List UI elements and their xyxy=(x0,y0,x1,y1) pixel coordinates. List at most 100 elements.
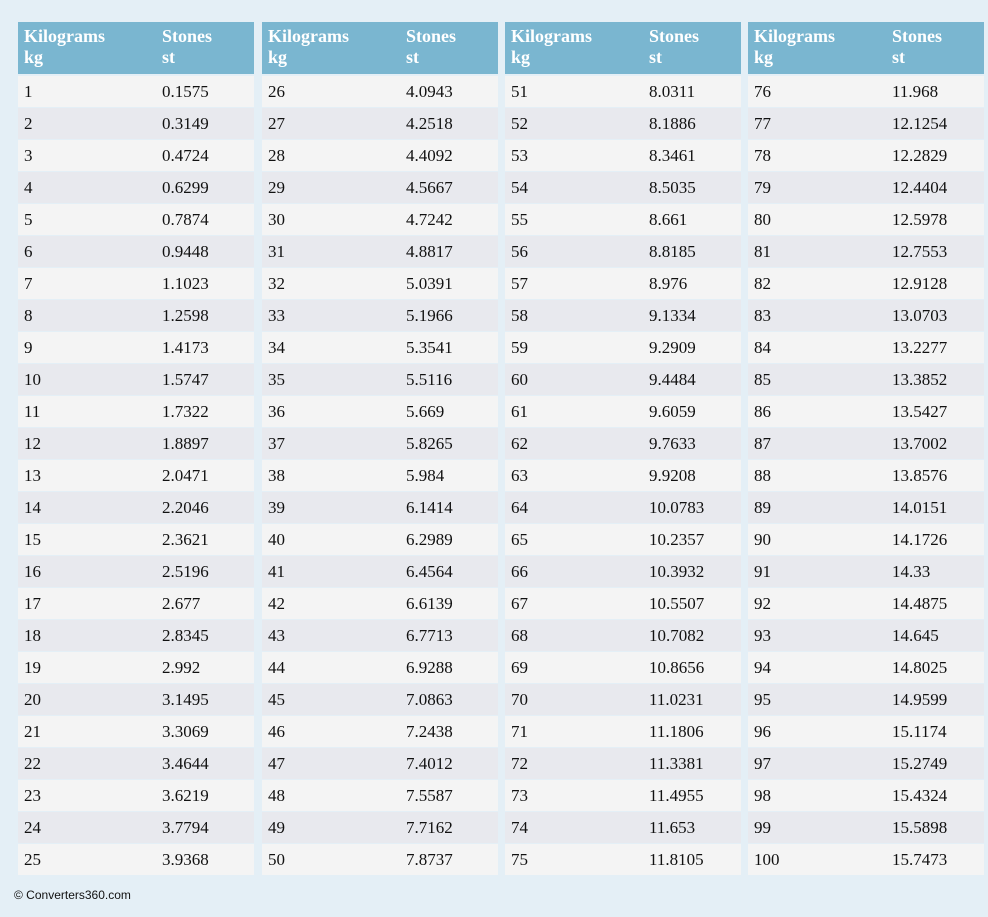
table-row: 30 4.7242 xyxy=(262,204,498,235)
table-row: 100 15.7473 xyxy=(748,844,984,875)
table-cell: 49 xyxy=(268,818,285,837)
table-cell: 3 xyxy=(24,146,33,165)
header-text: st xyxy=(162,47,175,67)
table-cell: 7.0863 xyxy=(406,690,453,709)
table-row: 38 5.984 xyxy=(262,460,498,491)
table-row: 41 6.4564 xyxy=(262,556,498,587)
table-cell: 6.6139 xyxy=(406,594,453,613)
table-row: 36 5.669 xyxy=(262,396,498,427)
table-row: 65 10.2357 xyxy=(505,524,741,555)
table-cell: 18 xyxy=(24,626,41,645)
table-cell: 86 xyxy=(754,402,771,421)
table-row: 92 14.4875 xyxy=(748,588,984,619)
table-row: 26 4.0943 xyxy=(262,76,498,107)
table-cell: 13 xyxy=(24,466,41,485)
table-row: 76 11.968 xyxy=(748,76,984,107)
table-cell: 77 xyxy=(754,114,771,133)
table-cell: 3.3069 xyxy=(162,722,209,741)
table-row: 28 4.4092 xyxy=(262,140,498,171)
table-row: 50 7.8737 xyxy=(262,844,498,875)
table-cell: 29 xyxy=(268,178,285,197)
table-row: 1 0.1575 xyxy=(18,76,254,107)
table-cell: 6.7713 xyxy=(406,626,453,645)
table-row: 47 7.4012 xyxy=(262,748,498,779)
table-cell: 94 xyxy=(754,658,771,677)
table-row: 3 0.4724 xyxy=(18,140,254,171)
table-cell: 3.6219 xyxy=(162,786,209,805)
table-cell: 6.1414 xyxy=(406,498,453,517)
table-cell: 13.5427 xyxy=(892,402,948,421)
table-cell: 9.2909 xyxy=(649,338,696,357)
table-row: 5 0.7874 xyxy=(18,204,254,235)
table-cell: 68 xyxy=(511,626,528,645)
table-cell: 9.1334 xyxy=(649,306,696,325)
table-row: 59 9.2909 xyxy=(505,332,741,363)
table-row: 93 14.645 xyxy=(748,620,984,651)
table-row: 34 5.3541 xyxy=(262,332,498,363)
table-cell: 33 xyxy=(268,306,285,325)
table-row: 6 0.9448 xyxy=(18,236,254,267)
table-cell: 10.0783 xyxy=(649,498,705,517)
table-cell: 14.33 xyxy=(892,562,931,581)
table-cell: 19 xyxy=(24,658,41,677)
table-cell: 5.984 xyxy=(406,466,445,485)
table-row: 37 5.8265 xyxy=(262,428,498,459)
table-row: 52 8.1886 xyxy=(505,108,741,139)
table-cell: 13.7002 xyxy=(892,434,948,453)
table-row: 53 8.3461 xyxy=(505,140,741,171)
table-row: 78 12.2829 xyxy=(748,140,984,171)
table-cell: 84 xyxy=(754,338,771,357)
table-cell: 97 xyxy=(754,754,771,773)
table-row: 35 5.5116 xyxy=(262,364,498,395)
table-cell: 11.8105 xyxy=(649,850,704,869)
table-row: 45 7.0863 xyxy=(262,684,498,715)
table-cell: 44 xyxy=(268,658,285,677)
table-cell: 56 xyxy=(511,242,528,261)
table-cell: 3.9368 xyxy=(162,850,209,869)
table-row: 49 7.7162 xyxy=(262,812,498,843)
table-cell: 12.4404 xyxy=(892,178,948,197)
table-cell: 5.3541 xyxy=(406,338,453,357)
table-row: 19 2.992 xyxy=(18,652,254,683)
table-row: 75 11.8105 xyxy=(505,844,741,875)
table-cell: 14.1726 xyxy=(892,530,948,549)
table-cell: 45 xyxy=(268,690,285,709)
table-cell: 70 xyxy=(511,690,528,709)
table-cell: 8.3461 xyxy=(649,146,696,165)
table-row: 57 8.976 xyxy=(505,268,741,299)
table-cell: 88 xyxy=(754,466,771,485)
table-row: 24 3.7794 xyxy=(18,812,254,843)
table-row: 71 11.1806 xyxy=(505,716,741,747)
table-cell: 3.1495 xyxy=(162,690,209,709)
table-row: 12 1.8897 xyxy=(18,428,254,459)
table-cell: 48 xyxy=(268,786,285,805)
table-row: 64 10.0783 xyxy=(505,492,741,523)
table-cell: 12.7553 xyxy=(892,242,948,261)
table-cell: 7.5587 xyxy=(406,786,453,805)
table-cell: 9.7633 xyxy=(649,434,696,453)
table-cell: 2.8345 xyxy=(162,626,209,645)
table-cell: 5.5116 xyxy=(406,370,453,389)
table-row: 89 14.0151 xyxy=(748,492,984,523)
table-cell: 2.0471 xyxy=(162,466,209,485)
table-cell: 58 xyxy=(511,306,528,325)
table-cell: 51 xyxy=(511,82,528,101)
table-row: 88 13.8576 xyxy=(748,460,984,491)
table-row: 17 2.677 xyxy=(18,588,254,619)
table-cell: 13.3852 xyxy=(892,370,948,389)
table-cell: 5.0391 xyxy=(406,274,453,293)
table-cell: 1.8897 xyxy=(162,434,209,453)
footer: © Converters360.com xyxy=(14,888,131,902)
table-row: 58 9.1334 xyxy=(505,300,741,331)
table-row: 15 2.3621 xyxy=(18,524,254,555)
table-cell: 8.8185 xyxy=(649,242,696,261)
table-cell: 0.4724 xyxy=(162,146,209,165)
table-cell: 39 xyxy=(268,498,285,517)
table-cell: 4.8817 xyxy=(406,242,453,261)
table-cell: 42 xyxy=(268,594,285,613)
table-row: 98 15.4324 xyxy=(748,780,984,811)
table-cell: 23 xyxy=(24,786,41,805)
table-cell: 11.653 xyxy=(649,818,696,837)
table-cell: 11.0231 xyxy=(649,690,704,709)
table-row: 77 12.1254 xyxy=(748,108,984,139)
